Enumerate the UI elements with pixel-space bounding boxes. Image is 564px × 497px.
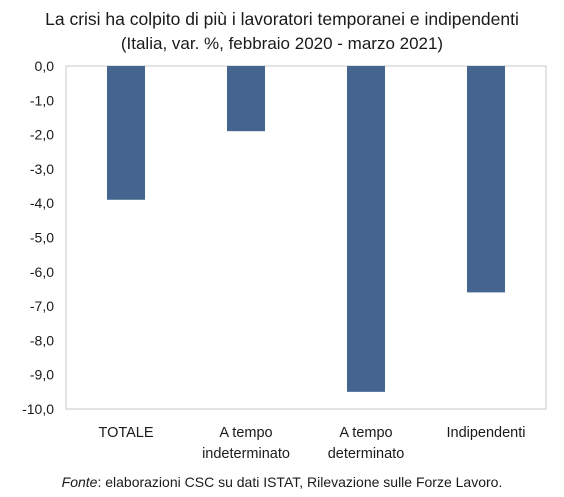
bars [107, 66, 505, 392]
y-tick-label: 0,0 [35, 58, 55, 74]
y-tick-label: -5,0 [30, 230, 54, 246]
x-category-label: A tempo [219, 425, 272, 441]
source-note: Fonte: elaborazioni CSC su dati ISTAT, R… [0, 473, 564, 491]
y-tick-label: -10,0 [22, 401, 54, 417]
x-category-label: A tempo [339, 425, 392, 441]
y-tick-label: -1,0 [30, 92, 54, 108]
y-tick-label: -2,0 [30, 127, 54, 143]
y-tick-label: -4,0 [30, 195, 54, 211]
chart-subtitle: (Italia, var. %, febbraio 2020 - marzo 2… [120, 34, 444, 53]
y-tick-label: -3,0 [30, 161, 54, 177]
y-tick-label: -7,0 [30, 298, 54, 314]
bar [347, 66, 385, 392]
x-category-label: Indipendenti [446, 425, 525, 441]
y-tick-label: -9,0 [30, 367, 54, 383]
bar [107, 66, 145, 200]
x-axis-categories: TOTALE A tempo indeterminato A tempo determi… [98, 425, 525, 462]
y-axis-ticks: 0,0 -1,0 -2,0 -3,0 -4,0 -5,0 -6,0 -7,0 -8,0 -9,0 -… [22, 58, 54, 417]
bar [227, 66, 265, 132]
source-label: Fonte [61, 474, 98, 490]
x-category-label: indeterminato [202, 446, 290, 462]
x-category-label: TOTALE [98, 425, 153, 441]
bar-chart: 0,0 -1,0 -2,0 -3,0 -4,0 -5,0 -6,0 -7,0 -8,0 -9,0 -… [22, 58, 547, 462]
y-tick-label: -6,0 [30, 264, 54, 280]
plot-frame [65, 65, 547, 410]
source-text: : elaborazioni CSC su dati ISTAT, Rileva… [97, 474, 503, 490]
bar [467, 66, 505, 293]
x-category-label: determinato [328, 446, 405, 462]
chart-title: La crisi ha colpito di più i lavoratori … [45, 9, 519, 29]
y-tick-label: -8,0 [30, 332, 54, 348]
